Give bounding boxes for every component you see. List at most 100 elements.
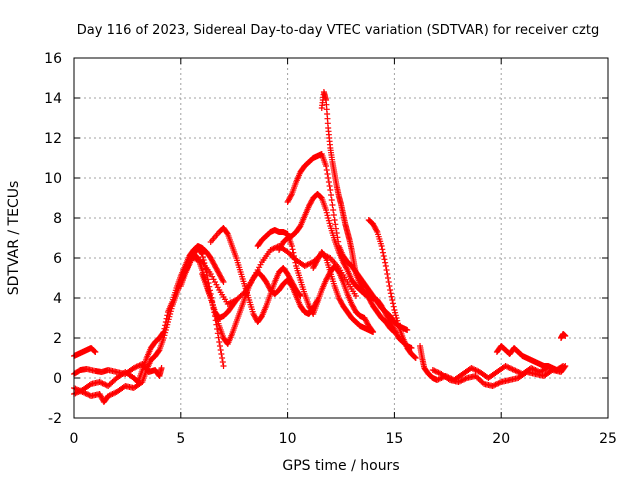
- plus-marker: [91, 348, 98, 355]
- x-axis-label: GPS time / hours: [282, 458, 399, 474]
- y-tick-label: 14: [44, 91, 62, 107]
- chart-title: Day 116 of 2023, Sidereal Day-to-day VTE…: [77, 23, 599, 38]
- plot-frame: [73, 57, 609, 419]
- axis-ticks: [73, 57, 609, 419]
- series-arc-n: [365, 217, 419, 361]
- plus-marker: [392, 312, 399, 319]
- plus-marker: [164, 319, 171, 325]
- plus-marker: [296, 292, 303, 298]
- plus-marker: [384, 271, 391, 277]
- y-tick-label: -2: [48, 411, 62, 427]
- plus-marker: [393, 315, 400, 321]
- plus-marker: [392, 309, 399, 316]
- series-arc-e: [177, 245, 227, 369]
- plus-marker: [387, 287, 394, 293]
- plus-marker: [214, 330, 221, 337]
- plus-marker: [325, 179, 332, 185]
- plus-marker: [323, 209, 330, 216]
- plus-marker: [167, 311, 174, 317]
- plus-marker: [288, 243, 295, 249]
- plus-marker: [330, 207, 337, 213]
- series-arc-a: [71, 345, 99, 359]
- plus-marker: [199, 251, 206, 257]
- plus-marker: [385, 279, 392, 285]
- y-tick-label: 4: [53, 291, 62, 307]
- plus-marker: [330, 212, 337, 218]
- plus-marker: [322, 254, 329, 260]
- plus-marker: [219, 359, 226, 365]
- plus-marker: [324, 212, 331, 219]
- y-tick-label: 8: [53, 211, 62, 227]
- x-tick-label: 15: [385, 431, 403, 447]
- data-points: [71, 89, 569, 405]
- plus-marker: [378, 243, 385, 249]
- plus-marker: [168, 305, 175, 312]
- series-arc-r: [558, 331, 569, 341]
- plus-marker: [167, 308, 174, 315]
- plus-marker: [216, 343, 223, 349]
- plus-marker: [379, 246, 386, 253]
- plus-marker: [166, 313, 173, 320]
- x-tick-label: 10: [279, 431, 297, 447]
- plus-marker: [219, 355, 226, 361]
- plus-marker: [553, 367, 560, 373]
- plus-marker: [291, 256, 298, 263]
- x-tick-labels: 0 5 10 15 20 25: [70, 431, 617, 447]
- series-arc-h: [190, 243, 359, 307]
- plus-marker: [288, 192, 295, 199]
- plus-marker: [327, 187, 334, 193]
- y-tick-label: 6: [53, 251, 62, 267]
- grid-lines: [74, 58, 608, 418]
- plus-marker: [290, 249, 297, 256]
- series-arc-l: [318, 89, 398, 335]
- plus-marker: [332, 221, 339, 228]
- plus-marker: [323, 167, 330, 173]
- plus-marker: [388, 293, 395, 300]
- plus-marker: [394, 317, 401, 324]
- plus-marker: [562, 333, 569, 339]
- plus-marker: [291, 253, 298, 259]
- plus-marker: [386, 283, 393, 289]
- plus-marker: [380, 253, 387, 259]
- series-arc-p: [429, 363, 569, 389]
- plus-marker: [412, 355, 419, 361]
- y-tick-label: 10: [44, 171, 62, 187]
- plus-marker: [160, 335, 167, 341]
- x-tick-label: 0: [70, 431, 79, 447]
- plus-marker: [373, 227, 380, 234]
- plus-marker: [391, 307, 398, 313]
- plus-marker: [329, 202, 336, 208]
- plus-marker: [382, 263, 389, 269]
- plus-marker: [164, 321, 171, 328]
- plus-marker: [218, 351, 225, 357]
- plus-marker: [390, 303, 397, 310]
- plus-marker: [292, 259, 299, 266]
- plus-marker: [163, 324, 170, 331]
- plus-marker: [331, 217, 338, 223]
- plus-marker: [387, 290, 394, 297]
- plus-marker: [162, 327, 169, 333]
- plus-marker: [325, 217, 332, 224]
- plus-marker: [204, 276, 211, 283]
- plus-marker: [216, 339, 223, 345]
- plus-marker: [92, 349, 99, 355]
- y-tick-labels: -2 0 2 4 6 8 10 12 14 16: [44, 51, 62, 427]
- plus-marker: [561, 364, 568, 370]
- plus-marker: [199, 254, 206, 260]
- plus-marker: [198, 250, 205, 256]
- plus-marker: [391, 329, 398, 335]
- plus-marker: [390, 328, 397, 335]
- plus-marker: [328, 197, 335, 203]
- plus-marker: [389, 300, 396, 307]
- x-tick-label: 20: [492, 431, 510, 447]
- plus-marker: [289, 246, 296, 253]
- series-arc-m: [310, 249, 377, 335]
- plus-marker: [412, 354, 419, 361]
- series-arc-k: [276, 191, 415, 351]
- plus-marker: [326, 220, 333, 227]
- plus-marker: [323, 207, 330, 213]
- plus-marker: [323, 163, 330, 169]
- y-axis-label: SDTVAR / TECUs: [6, 181, 22, 296]
- plus-marker: [326, 183, 333, 189]
